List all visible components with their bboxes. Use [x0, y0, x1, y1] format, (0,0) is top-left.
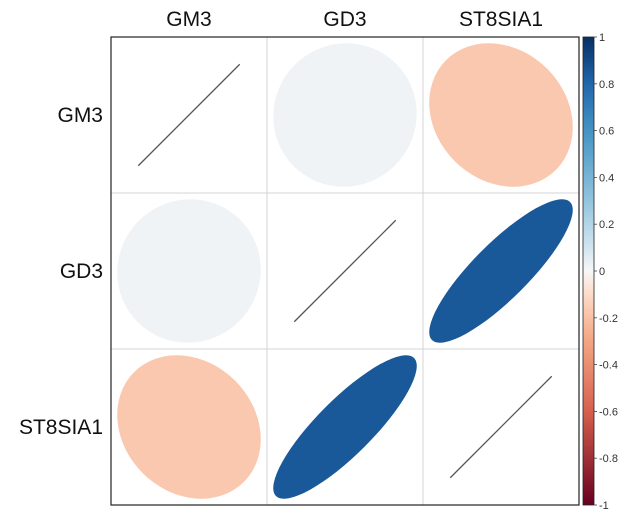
cell-st8sia1-gd3-ellipse: [273, 355, 417, 499]
colorbar-tick-label: -0.6: [599, 406, 618, 418]
colorbar-tick-label: -0.2: [599, 313, 618, 325]
plot-frame: [110, 36, 580, 506]
colorbar-tick-label: -0.4: [599, 360, 618, 372]
colorbar: [582, 36, 595, 506]
row-labels: GM3 GD3 ST8SIA1: [19, 104, 103, 439]
column-label-gd3: GD3: [323, 8, 366, 31]
cell-st8sia1-st8sia1-mark: [449, 375, 553, 479]
cell-gm3-gm3-mark: [137, 63, 241, 167]
colorbar-tick-label: 0.6: [599, 126, 614, 138]
colorbar-tick-label: 0: [599, 266, 605, 278]
row-label-gd3: GD3: [60, 260, 103, 283]
colorbar-tick-label: 0.2: [599, 219, 614, 231]
row-label-gm3: GM3: [57, 104, 103, 127]
colorbar-tick-label: -1: [599, 500, 609, 512]
colorbar-tick-label: 0.4: [599, 172, 614, 184]
colorbar-tick-label: 1: [599, 32, 605, 44]
cell-gm3-gd3-ellipse: [273, 43, 417, 187]
colorbar-ticks: 1 0.8 0.6 0.4 0.2 0 -0.2 -0.4 -0.6 -0.8 -1: [594, 32, 618, 512]
matrix-cells: [110, 36, 580, 506]
colorbar-tick-label: 0.8: [599, 79, 614, 91]
cell-gm3-st8sia1-ellipse: [429, 43, 573, 187]
colorbar-tick-label: -0.8: [599, 453, 618, 465]
cell-st8sia1-gm3-ellipse: [117, 355, 261, 499]
cell-gd3-gm3-ellipse: [117, 199, 261, 343]
column-label-st8sia1: ST8SIA1: [459, 8, 543, 31]
column-labels: GM3 GD3 ST8SIA1: [166, 8, 543, 31]
cell-gd3-st8sia1-ellipse: [429, 199, 573, 343]
row-label-st8sia1: ST8SIA1: [19, 416, 103, 439]
column-label-gm3: GM3: [166, 8, 212, 31]
cell-gd3-gd3-mark: [293, 219, 397, 323]
